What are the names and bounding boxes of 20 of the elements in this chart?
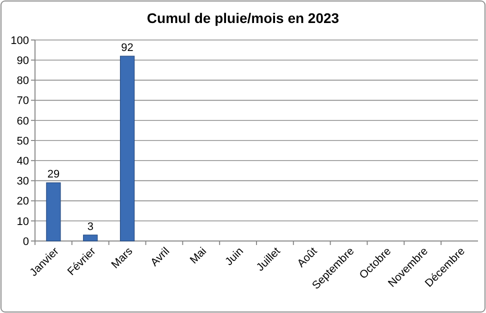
data-label: 92 [121,42,134,54]
y-tick-label: 10 [16,216,29,228]
data-label: 3 [87,220,94,233]
x-tick-label: Mai [188,245,209,266]
x-tick-label: Juin [223,245,246,268]
y-tick-label: 80 [16,75,29,88]
y-tick-label: 100 [10,34,29,47]
y-tick-label: 60 [16,115,29,128]
bar [83,234,98,242]
y-tick-label: 40 [16,155,29,168]
y-tick-label: 90 [16,54,29,67]
y-tick-label: 20 [16,196,29,208]
data-label: 29 [47,168,60,181]
y-tick-label: 30 [16,176,29,188]
bar [120,56,135,242]
chart-title: Cumul de pluie/mois en 2023 [146,10,340,26]
bar [46,182,61,242]
y-tick-label: 50 [16,135,29,148]
y-tick-label: 0 [22,236,29,248]
y-tick-label: 70 [16,95,29,108]
